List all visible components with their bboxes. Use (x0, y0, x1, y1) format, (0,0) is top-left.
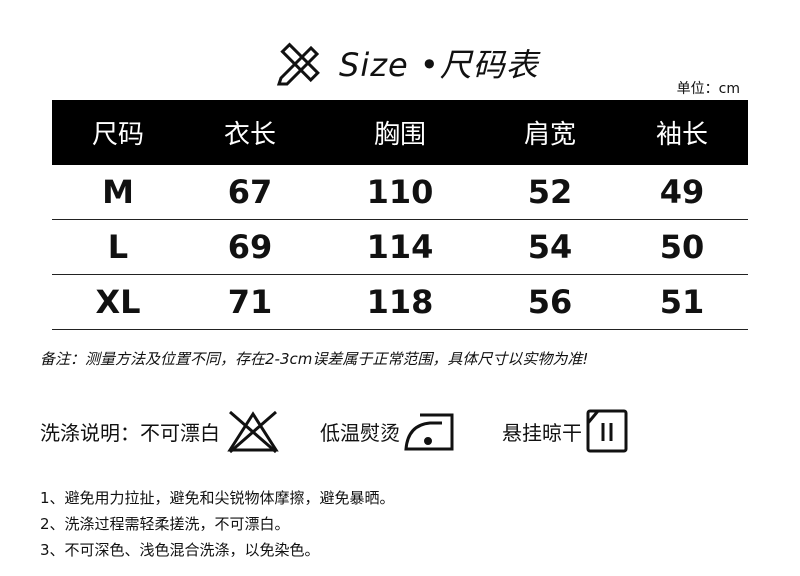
col-header: 衣长 (183, 100, 316, 165)
hang-dry-icon (586, 409, 628, 453)
col-header: 肩宽 (484, 100, 616, 165)
care-instructions: 洗涤说明： 不可漂白 低温熨烫 悬挂晾干 (40, 408, 628, 454)
instruction-1: 1、避免用力拉扯，避免和尖锐物体摩擦，避免暴晒。 (40, 489, 395, 507)
table-cell: 118 (315, 274, 485, 330)
col-header: 胸围 (315, 100, 485, 165)
page-title: Size •尺码表 (275, 38, 539, 88)
table-cell: 49 (615, 165, 748, 220)
no-bleach-icon (227, 410, 279, 454)
care-item-text: 悬挂晾干 (502, 420, 582, 445)
table-cell: L (52, 219, 184, 275)
table-row: M 67 110 52 49 (52, 165, 748, 220)
care-label: 洗涤说明： (40, 420, 140, 445)
table-cell: 50 (615, 219, 748, 275)
table-header: 尺码 衣长 胸围 肩宽 袖长 (52, 100, 748, 165)
instruction-3: 3、不可深色、浅色混合洗涤，以免染色。 (40, 541, 320, 559)
table-cell: 54 (484, 219, 616, 275)
care-item-text: 低温熨烫 (320, 420, 400, 445)
table-cell: 67 (183, 165, 316, 220)
col-header: 袖长 (615, 100, 748, 165)
instruction-2: 2、洗涤过程需轻柔搓洗，不可漂白。 (40, 515, 290, 533)
size-table: 尺码 衣长 胸围 肩宽 袖长 M 67 110 52 49 L 69 114 54 50 XL 71 1… (52, 100, 748, 330)
table-row: L 69 114 54 50 (52, 219, 748, 275)
table-row: XL 71 118 56 51 (52, 274, 748, 330)
table-cell: 69 (183, 219, 316, 275)
title-text: Size •尺码表 (339, 46, 539, 84)
table-cell: 114 (315, 219, 485, 275)
table-cell: XL (52, 274, 184, 330)
table-cell: 71 (183, 274, 316, 330)
table-cell: M (52, 165, 184, 220)
table-cell: 51 (615, 274, 748, 330)
col-header: 尺码 (52, 100, 184, 165)
ruler-pencil-icon (276, 42, 320, 86)
table-cell: 56 (484, 274, 616, 330)
unit-label: 单位：cm (676, 81, 740, 97)
table-cell: 52 (484, 165, 616, 220)
table-cell: 110 (315, 165, 485, 220)
care-item-text: 不可漂白 (140, 420, 220, 445)
low-iron-icon (404, 413, 454, 451)
note-text: 备注：测量方法及位置不同，存在2-3cm误差属于正常范围，具体尺寸以实物为准! (40, 350, 589, 368)
